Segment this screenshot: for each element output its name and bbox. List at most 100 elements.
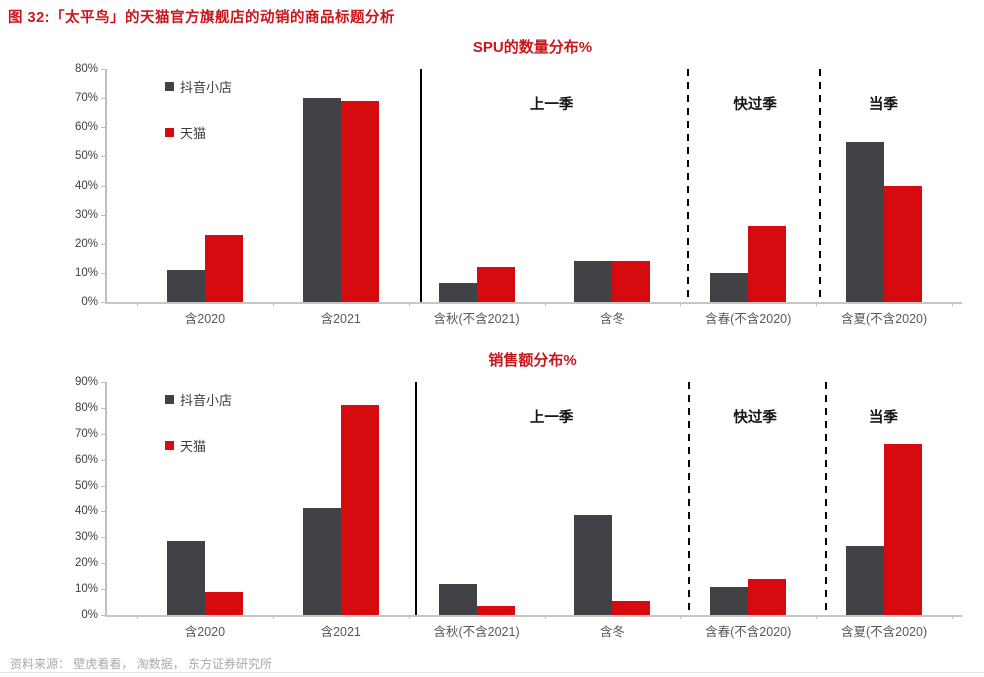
category-group: 含冬 (544, 69, 680, 326)
legend-marker-icon (165, 395, 174, 404)
y-tick-mark (101, 69, 105, 70)
y-tick-mark (101, 214, 105, 216)
solid-divider (419, 69, 422, 302)
y-tick-label: 40% (74, 179, 98, 192)
legend-marker-icon (165, 441, 174, 450)
y-tick-label: 60% (74, 121, 98, 134)
y-tick-mark (101, 302, 105, 303)
x-tick-mark (816, 615, 818, 619)
y-tick-mark (101, 615, 105, 616)
y-tick-mark (101, 127, 105, 129)
category-label: 含2020 (184, 625, 226, 639)
bar (612, 600, 651, 615)
legend-item: 天猫 (165, 123, 232, 142)
x-tick-mark (952, 615, 953, 619)
source-note: 资料来源： 壁虎看看， 淘数据， 东方证券研究所 (10, 657, 273, 671)
y-tick-label: 20% (74, 237, 98, 250)
bar (476, 605, 515, 615)
category-label: 含2021 (320, 312, 361, 326)
y-tick-label: 50% (74, 479, 98, 492)
y-tick-label: 60% (74, 453, 98, 466)
x-tick-mark (408, 615, 410, 619)
category-group: 含2021 (273, 382, 409, 639)
legend-item: 抖音小店 (165, 390, 232, 409)
y-tick-label: 70% (74, 92, 98, 105)
category-group: 含2020 (137, 69, 273, 326)
bar (748, 578, 787, 615)
dashed-divider (688, 382, 691, 615)
x-tick-mark (544, 615, 546, 619)
bar (884, 185, 923, 302)
legend-marker-icon (165, 82, 174, 91)
section-label: 当季 (868, 97, 898, 113)
y-tick-mark (101, 156, 105, 158)
y-tick-mark (101, 272, 105, 274)
y-tick-mark (101, 485, 105, 487)
chart-title: SPU的数量分布% (472, 39, 593, 56)
section-label: 上一季 (529, 97, 574, 113)
y-axis: 80% 70% 60% 50% 40% 30% 20% 10% 0% (38, 63, 105, 308)
figure-title: 图 32:「太平鸟」的天猫官方旗舰店的动销的商品标题分析 (8, 10, 395, 26)
x-tick-mark (952, 302, 953, 306)
y-tick-mark (101, 407, 105, 409)
bar (710, 272, 749, 302)
category-label: 含秋(不含2021) (433, 625, 520, 639)
category-group: 含秋(不含2021) (409, 382, 545, 639)
legend-label: 天猫 (180, 439, 207, 454)
y-tick-label: 0% (81, 609, 98, 621)
category-label: 含冬 (599, 625, 625, 639)
solid-divider (414, 382, 417, 615)
bar (710, 586, 749, 615)
y-tick-label: 0% (81, 296, 98, 308)
bottom-rule (0, 672, 984, 673)
bar (302, 98, 341, 302)
bar (438, 283, 477, 302)
section-label: 当季 (868, 410, 898, 426)
y-tick-label: 90% (74, 376, 98, 388)
category-label: 含夏(不含2020) (840, 625, 928, 639)
bar (204, 235, 243, 302)
category-label: 含冬 (599, 312, 625, 326)
category-label: 含秋(不含2021) (433, 312, 520, 326)
legend-label: 抖音小店 (180, 393, 233, 408)
y-tick-label: 30% (74, 208, 98, 221)
category-group: 含春(不含2020) (680, 69, 816, 326)
bar (846, 546, 885, 615)
plot-area: 含2020 含2021 含秋(不含2021) 含冬 含春(不含2020) 含夏(不含202… (105, 382, 962, 639)
y-tick-mark (101, 98, 105, 100)
y-tick-label: 80% (74, 63, 98, 75)
chart-title: 销售额分布% (488, 352, 577, 369)
x-tick-mark (272, 302, 274, 306)
category-group: 含夏(不含2020) (816, 69, 952, 326)
legend-marker-icon (165, 128, 174, 137)
bar (166, 269, 205, 302)
category-group: 含2020 (137, 382, 273, 639)
y-tick-mark (101, 511, 105, 513)
legend-item: 天猫 (165, 436, 232, 455)
x-tick-mark (137, 302, 138, 306)
legend-item: 抖音小店 (165, 77, 232, 96)
y-tick-label: 50% (74, 150, 98, 163)
bar (340, 405, 379, 615)
y-tick-label: 70% (74, 427, 98, 440)
y-tick-mark (101, 537, 105, 539)
y-tick-mark (101, 589, 105, 591)
x-tick-mark (137, 615, 138, 619)
x-tick-mark (408, 302, 410, 306)
legend-label: 抖音小店 (180, 80, 233, 95)
dashed-divider (819, 69, 822, 302)
bar (166, 541, 205, 615)
bar (574, 515, 613, 615)
bar (884, 444, 923, 615)
legend-label: 天猫 (180, 126, 207, 141)
legend: 抖音小店 天猫 (165, 390, 232, 455)
y-tick-mark (101, 185, 105, 187)
category-group: 含春(不含2020) (680, 382, 816, 639)
x-tick-mark (680, 302, 682, 306)
category-label: 含春(不含2020) (705, 312, 792, 326)
x-tick-mark (272, 615, 274, 619)
y-tick-mark (101, 382, 105, 383)
section-label: 快过季 (733, 410, 777, 426)
x-tick-mark (680, 615, 682, 619)
